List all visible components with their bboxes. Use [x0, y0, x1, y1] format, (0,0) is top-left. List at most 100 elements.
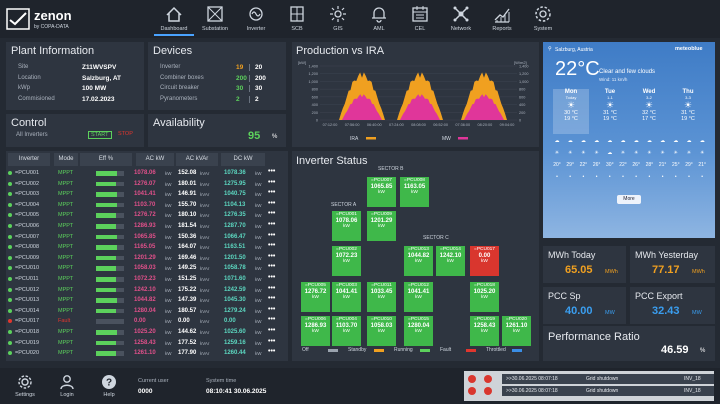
inverter-status-box[interactable]: =PCU017 0.00 kW [470, 246, 499, 276]
nav-system[interactable]: System [523, 4, 563, 36]
inverter-status-box[interactable]: =PCU005 1276.72 kW [301, 282, 330, 312]
table-row[interactable]: =PCU008 MPPT 1165.05 kW 164.07 kVAr 1163.51 kW •… [6, 242, 294, 253]
login-button[interactable]: Login [52, 374, 82, 398]
inverter-box-value: 1163.05 [403, 184, 426, 190]
inverter-status-box[interactable]: =PCU007 1065.85 kW [367, 177, 396, 207]
inverter-status-box[interactable]: =PCU013 1044.82 kW [404, 246, 433, 276]
y-left-tick: 1,400 [308, 65, 318, 69]
row-menu-icon[interactable]: ••• [268, 210, 276, 218]
table-row[interactable]: =PCU020 MPPT 1261.10 kW 177.90 kVAr 1260.44 kW •… [6, 348, 294, 359]
inverter-status-box[interactable]: =PCU012 1041.41 kW [404, 282, 433, 312]
nav-cel[interactable]: CEL [400, 4, 440, 36]
ac-kvar: 0.00 [178, 318, 190, 325]
inverter-status-box[interactable]: =PCU020 1261.10 kW [502, 316, 531, 346]
nav-gis[interactable]: GIS [318, 4, 358, 36]
nav-substation[interactable]: Substation [195, 4, 235, 36]
nav-reports[interactable]: Reports [482, 4, 522, 36]
inverter-status-box[interactable]: =PCU018 1025.20 kW [470, 282, 499, 312]
device-label: Inverter [160, 64, 181, 70]
row-menu-icon[interactable]: ••• [268, 199, 276, 207]
row-menu-icon[interactable]: ••• [268, 263, 276, 271]
row-menu-icon[interactable]: ••• [268, 178, 276, 186]
inverter-status-box[interactable]: =PCU001 1078.06 kW [332, 211, 361, 241]
row-menu-icon[interactable]: ••• [268, 305, 276, 313]
inverter-status-box[interactable]: =PCU002 1072.23 kW [332, 246, 361, 276]
y-right-tick: 400 [519, 103, 525, 107]
row-menu-icon[interactable]: ••• [268, 242, 276, 250]
weather-more-button[interactable]: More [617, 195, 641, 204]
table-row[interactable]: =PCU007 MPPT 1065.85 kW 150.36 kVAr 1066.47 kW •… [6, 232, 294, 243]
alarm-bar [502, 374, 714, 384]
forecast-day[interactable]: Wed 3-2 ☀ 32 °C 17 °C [631, 89, 667, 134]
status-dot [8, 319, 12, 324]
forecast-day[interactable]: Tue 1-1 ☀ 31 °C 19 °C [592, 89, 628, 134]
column-header[interactable]: Eff % [80, 153, 132, 166]
nav-label: AML [373, 26, 385, 32]
inverter-status-box[interactable]: =PCU009 1201.29 kW [367, 211, 396, 241]
row-menu-icon[interactable]: ••• [268, 221, 276, 228]
inverter-status-box[interactable]: =PCU019 1258.43 kW [470, 316, 499, 346]
inverter-status-box[interactable]: =PCU010 1058.03 kW [367, 316, 396, 346]
ac-kw: 0.00 [134, 318, 146, 325]
nav-inverter[interactable]: Inverter [236, 4, 276, 36]
dc-kw-unit: kW [255, 255, 262, 261]
inverter-status-box[interactable]: =PCU006 1286.93 kW [301, 316, 330, 346]
table-row[interactable]: =PCU009 MPPT 1201.29 kW 169.46 kVAr 1201.50 kW •… [6, 253, 294, 264]
table-row[interactable]: =PCU011 MPPT 1072.23 kW 151.25 kVAr 1071.60 kW •… [6, 274, 294, 285]
sector-label: SECTOR B [378, 166, 404, 172]
inverter-box-value: 1258.43 [473, 323, 496, 329]
column-header[interactable]: AC kW [136, 153, 174, 166]
inverter-name: =PCU007 [15, 233, 40, 240]
table-row[interactable]: =PCU017 Fault 0.00 kW 0.00 kVAr 0.00 kW ••• [6, 316, 294, 327]
row-menu-icon[interactable]: ••• [268, 252, 276, 260]
inverter-status-box[interactable]: =PCU008 1163.05 kW [400, 177, 429, 207]
row-menu-icon[interactable]: ••• [268, 168, 276, 175]
nav-aml[interactable]: AML [359, 4, 399, 36]
inverter-status-box[interactable]: =PCU015 1280.04 kW [404, 316, 433, 346]
row-menu-icon[interactable]: ••• [268, 274, 276, 281]
row-menu-icon[interactable]: ••• [268, 348, 276, 356]
row-menu-icon[interactable]: ••• [268, 284, 276, 292]
forecast-day[interactable]: Thu 3-3 ☀ 31 °C 19 °C [670, 89, 706, 134]
nav-network[interactable]: Network [441, 4, 481, 36]
alarm-row[interactable]: >>30.06.2025 08:07:18 Grid shutdown INV_18 [464, 374, 714, 384]
help-button[interactable]: ? Help [94, 374, 124, 398]
table-row[interactable]: =PCU003 MPPT 1041.41 kW 146.91 kVAr 1040.75 kW •… [6, 189, 294, 200]
table-row[interactable]: =PCU001 MPPT 1078.06 kW 152.08 kVAr 1078.36 kW •… [6, 168, 294, 179]
inverter-status-box[interactable]: =PCU011 1033.45 kW [367, 282, 396, 312]
inverter-status-box[interactable]: =PCU003 1041.41 kW [332, 282, 361, 312]
nav-scb[interactable]: SCB [277, 4, 317, 36]
row-menu-icon[interactable]: ••• [268, 337, 276, 345]
inverter-name: =PCU003 [15, 191, 40, 198]
inverter-box-value: 0.00 [478, 253, 491, 259]
stop-button[interactable]: STOP [118, 131, 133, 137]
row-menu-icon[interactable]: ••• [268, 189, 276, 197]
table-row[interactable]: =PCU018 MPPT 1025.20 kW 144.62 kVAr 1025.60 kW •… [6, 327, 294, 338]
table-row[interactable]: =PCU010 MPPT 1058.03 kW 149.25 kVAr 1058.78 kW •… [6, 263, 294, 274]
inverter-status-box[interactable]: =PCU004 1103.70 kW [332, 316, 361, 346]
table-row[interactable]: =PCU005 MPPT 1276.72 kW 180.10 kVAr 1276.35 kW •… [6, 210, 294, 221]
row-menu-icon[interactable]: ••• [268, 327, 276, 334]
row-menu-icon[interactable]: ••• [268, 295, 276, 303]
row-menu-icon[interactable]: ••• [268, 231, 276, 239]
network-icon [441, 4, 481, 24]
efficiency-bar [96, 245, 117, 250]
table-row[interactable]: =PCU006 MPPT 1286.93 kW 181.54 kVAr 1287.70 kW •… [6, 221, 294, 232]
settings-button[interactable]: Settings [10, 374, 40, 398]
column-header[interactable]: AC kVAr [176, 153, 218, 166]
table-row[interactable]: =PCU013 MPPT 1044.82 kW 147.39 kVAr 1045.30 kW •… [6, 295, 294, 306]
table-row[interactable]: =PCU014 MPPT 1280.04 kW 180.57 kVAr 1279.24 kW •… [6, 306, 294, 317]
table-row[interactable]: =PCU019 MPPT 1258.43 kW 177.52 kVAr 1259.16 kW •… [6, 338, 294, 349]
column-header[interactable]: DC kW [221, 153, 265, 166]
inverter-status-box[interactable]: =PCU014 1242.10 kW [436, 246, 465, 276]
forecast-day[interactable]: Mon Today ☀ 30 °C 19 °C [553, 89, 589, 134]
column-header[interactable]: Mode [54, 153, 78, 166]
nav-dashboard[interactable]: Dashboard [154, 4, 194, 36]
table-row[interactable]: =PCU004 MPPT 1103.70 kW 155.70 kVAr 1104.13 kW •… [6, 200, 294, 211]
alarm-row[interactable]: >>30.06.2025 08:07:18 Grid shutdown INV_18 [464, 386, 714, 396]
table-row[interactable]: =PCU002 MPPT 1276.07 kW 180.01 kVAr 1275.95 kW •… [6, 179, 294, 190]
row-menu-icon[interactable]: ••• [268, 316, 276, 324]
table-row[interactable]: =PCU012 MPPT 1242.10 kW 175.22 kVAr 1242.59 kW •… [6, 285, 294, 296]
start-button[interactable]: START [88, 131, 112, 139]
column-header[interactable]: Inverter [8, 153, 50, 166]
